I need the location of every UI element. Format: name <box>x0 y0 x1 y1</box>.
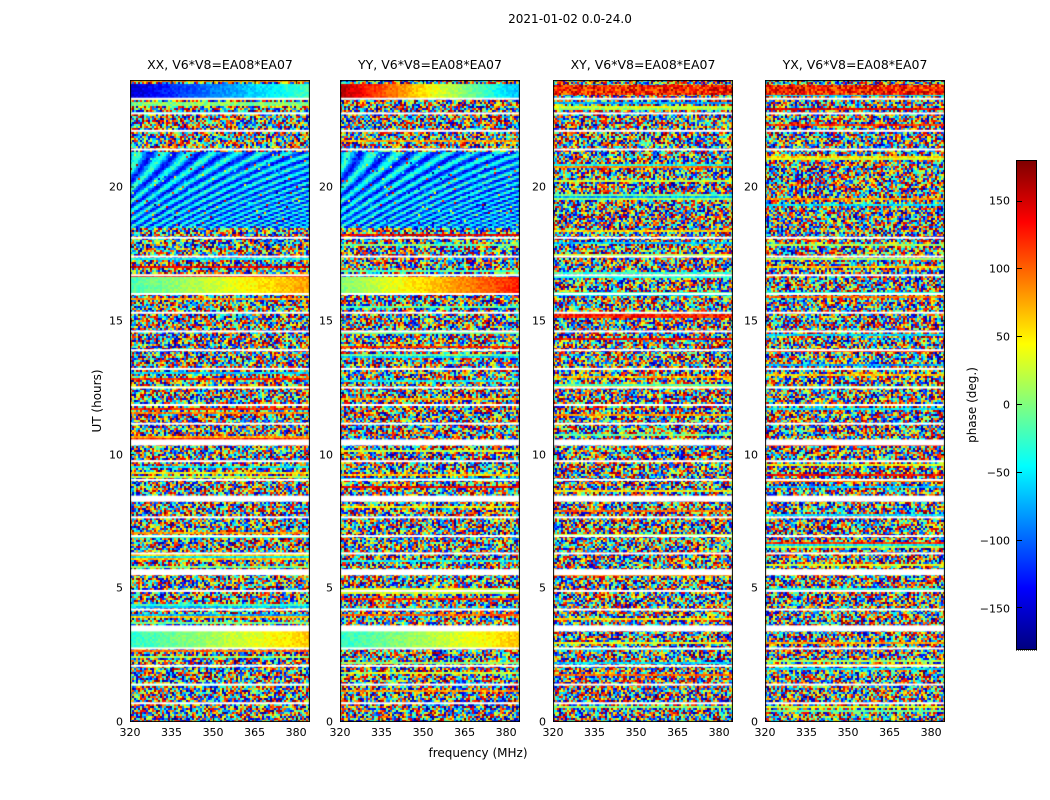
colorbar-tick-mark <box>1017 200 1022 202</box>
x-tick-label: 365 <box>454 726 476 739</box>
y-tick-label: 0 <box>539 715 546 729</box>
panel-yx-heatmap <box>765 80 945 722</box>
panel-xx-title: XX, V6*V8=EA08*EA07 <box>147 57 293 72</box>
colorbar-tick-label: 150 <box>989 194 1010 208</box>
x-tick-label: 350 <box>412 726 434 739</box>
panel-xy-title: XY, V6*V8=EA08*EA07 <box>570 57 716 72</box>
y-tick-label: 0 <box>751 715 758 729</box>
x-tick-label: 365 <box>244 726 266 739</box>
panel-xy-heatmap <box>553 80 733 722</box>
x-tick-label: 320 <box>329 726 351 739</box>
colorbar-tick-mark <box>1017 471 1022 473</box>
x-axis-label: frequency (MHz) <box>428 746 528 760</box>
y-tick-label: 20 <box>532 180 546 194</box>
colorbar-tick-label: −100 <box>979 534 1010 548</box>
colorbar-label: phase (deg.) <box>965 367 979 443</box>
y-tick-label: 0 <box>326 715 333 729</box>
y-tick-label: 5 <box>751 581 758 595</box>
x-tick-label: 380 <box>495 726 517 739</box>
x-tick-label: 380 <box>920 726 942 739</box>
panel-yy-heatmap <box>340 80 520 722</box>
x-tick-label: 320 <box>754 726 776 739</box>
x-tick-label: 320 <box>542 726 564 739</box>
panel-xy: XY, V6*V8=EA08*EA07 320 335 350 365 380 0 5 10 1… <box>532 57 733 739</box>
colorbar-tick-label: 0 <box>1003 398 1010 412</box>
y-tick-label: 15 <box>744 314 758 328</box>
x-tick-label: 350 <box>625 726 647 739</box>
x-tick-label: 380 <box>285 726 307 739</box>
colorbar-tick-label: −50 <box>986 466 1010 480</box>
y-tick-label: 15 <box>109 314 123 328</box>
x-tick-label: 335 <box>371 726 393 739</box>
y-axis-label: UT (hours) <box>90 369 104 433</box>
y-tick-label: 5 <box>326 581 333 595</box>
colorbar-tick-mark <box>1017 268 1022 270</box>
y-tick-label: 15 <box>319 314 333 328</box>
y-tick-label: 5 <box>539 581 546 595</box>
x-tick-label: 350 <box>202 726 224 739</box>
x-tick-label: 335 <box>161 726 183 739</box>
y-tick-label: 20 <box>744 180 758 194</box>
x-tick-label: 365 <box>879 726 901 739</box>
colorbar-edge-dotted <box>1016 650 1037 651</box>
x-tick-label: 335 <box>796 726 818 739</box>
y-tick-label: 10 <box>744 448 758 461</box>
colorbar-tick-label: 100 <box>989 262 1010 276</box>
panel-yy-title: YY, V6*V8=EA08*EA07 <box>358 57 502 72</box>
colorbar-tick-label: −150 <box>979 602 1010 616</box>
colorbar-tick-mark <box>1017 607 1022 609</box>
colorbar: phase (deg.) −150 −100 −50 0 50 100 150 <box>960 160 1050 651</box>
panel-xx-heatmap <box>130 80 310 722</box>
panel-xx: XX, V6*V8=EA08*EA07 320 335 350 365 380 0 5 10 1… <box>109 57 310 739</box>
panel-yy: YY, V6*V8=EA08*EA07 320 335 350 365 380 0 5 10 1… <box>319 57 520 739</box>
y-tick-label: 10 <box>319 448 333 461</box>
colorbar-tick-mark <box>1017 539 1022 541</box>
colorbar-tick-label: 50 <box>996 330 1010 344</box>
colorbar-tick-mark <box>1017 336 1022 338</box>
figure-title: 2021-01-02 0.0-24.0 <box>508 12 632 26</box>
panel-yx: YX, V6*V8=EA08*EA07 320 335 350 365 380 0 5 10 1… <box>744 57 945 739</box>
x-tick-label: 335 <box>584 726 606 739</box>
x-tick-label: 320 <box>119 726 141 739</box>
x-tick-label: 365 <box>667 726 689 739</box>
y-tick-label: 5 <box>116 581 123 595</box>
x-tick-label: 350 <box>837 726 859 739</box>
y-tick-label: 10 <box>532 448 546 461</box>
x-tick-label: 380 <box>708 726 730 739</box>
y-tick-label: 20 <box>319 180 333 194</box>
colorbar-gradient <box>1016 160 1037 650</box>
y-tick-label: 0 <box>116 715 123 729</box>
y-tick-label: 10 <box>109 448 123 461</box>
y-tick-label: 15 <box>532 314 546 328</box>
panel-yx-title: YX, V6*V8=EA08*EA07 <box>782 57 928 72</box>
colorbar-tick-mark <box>1017 404 1022 405</box>
y-tick-label: 20 <box>109 180 123 194</box>
